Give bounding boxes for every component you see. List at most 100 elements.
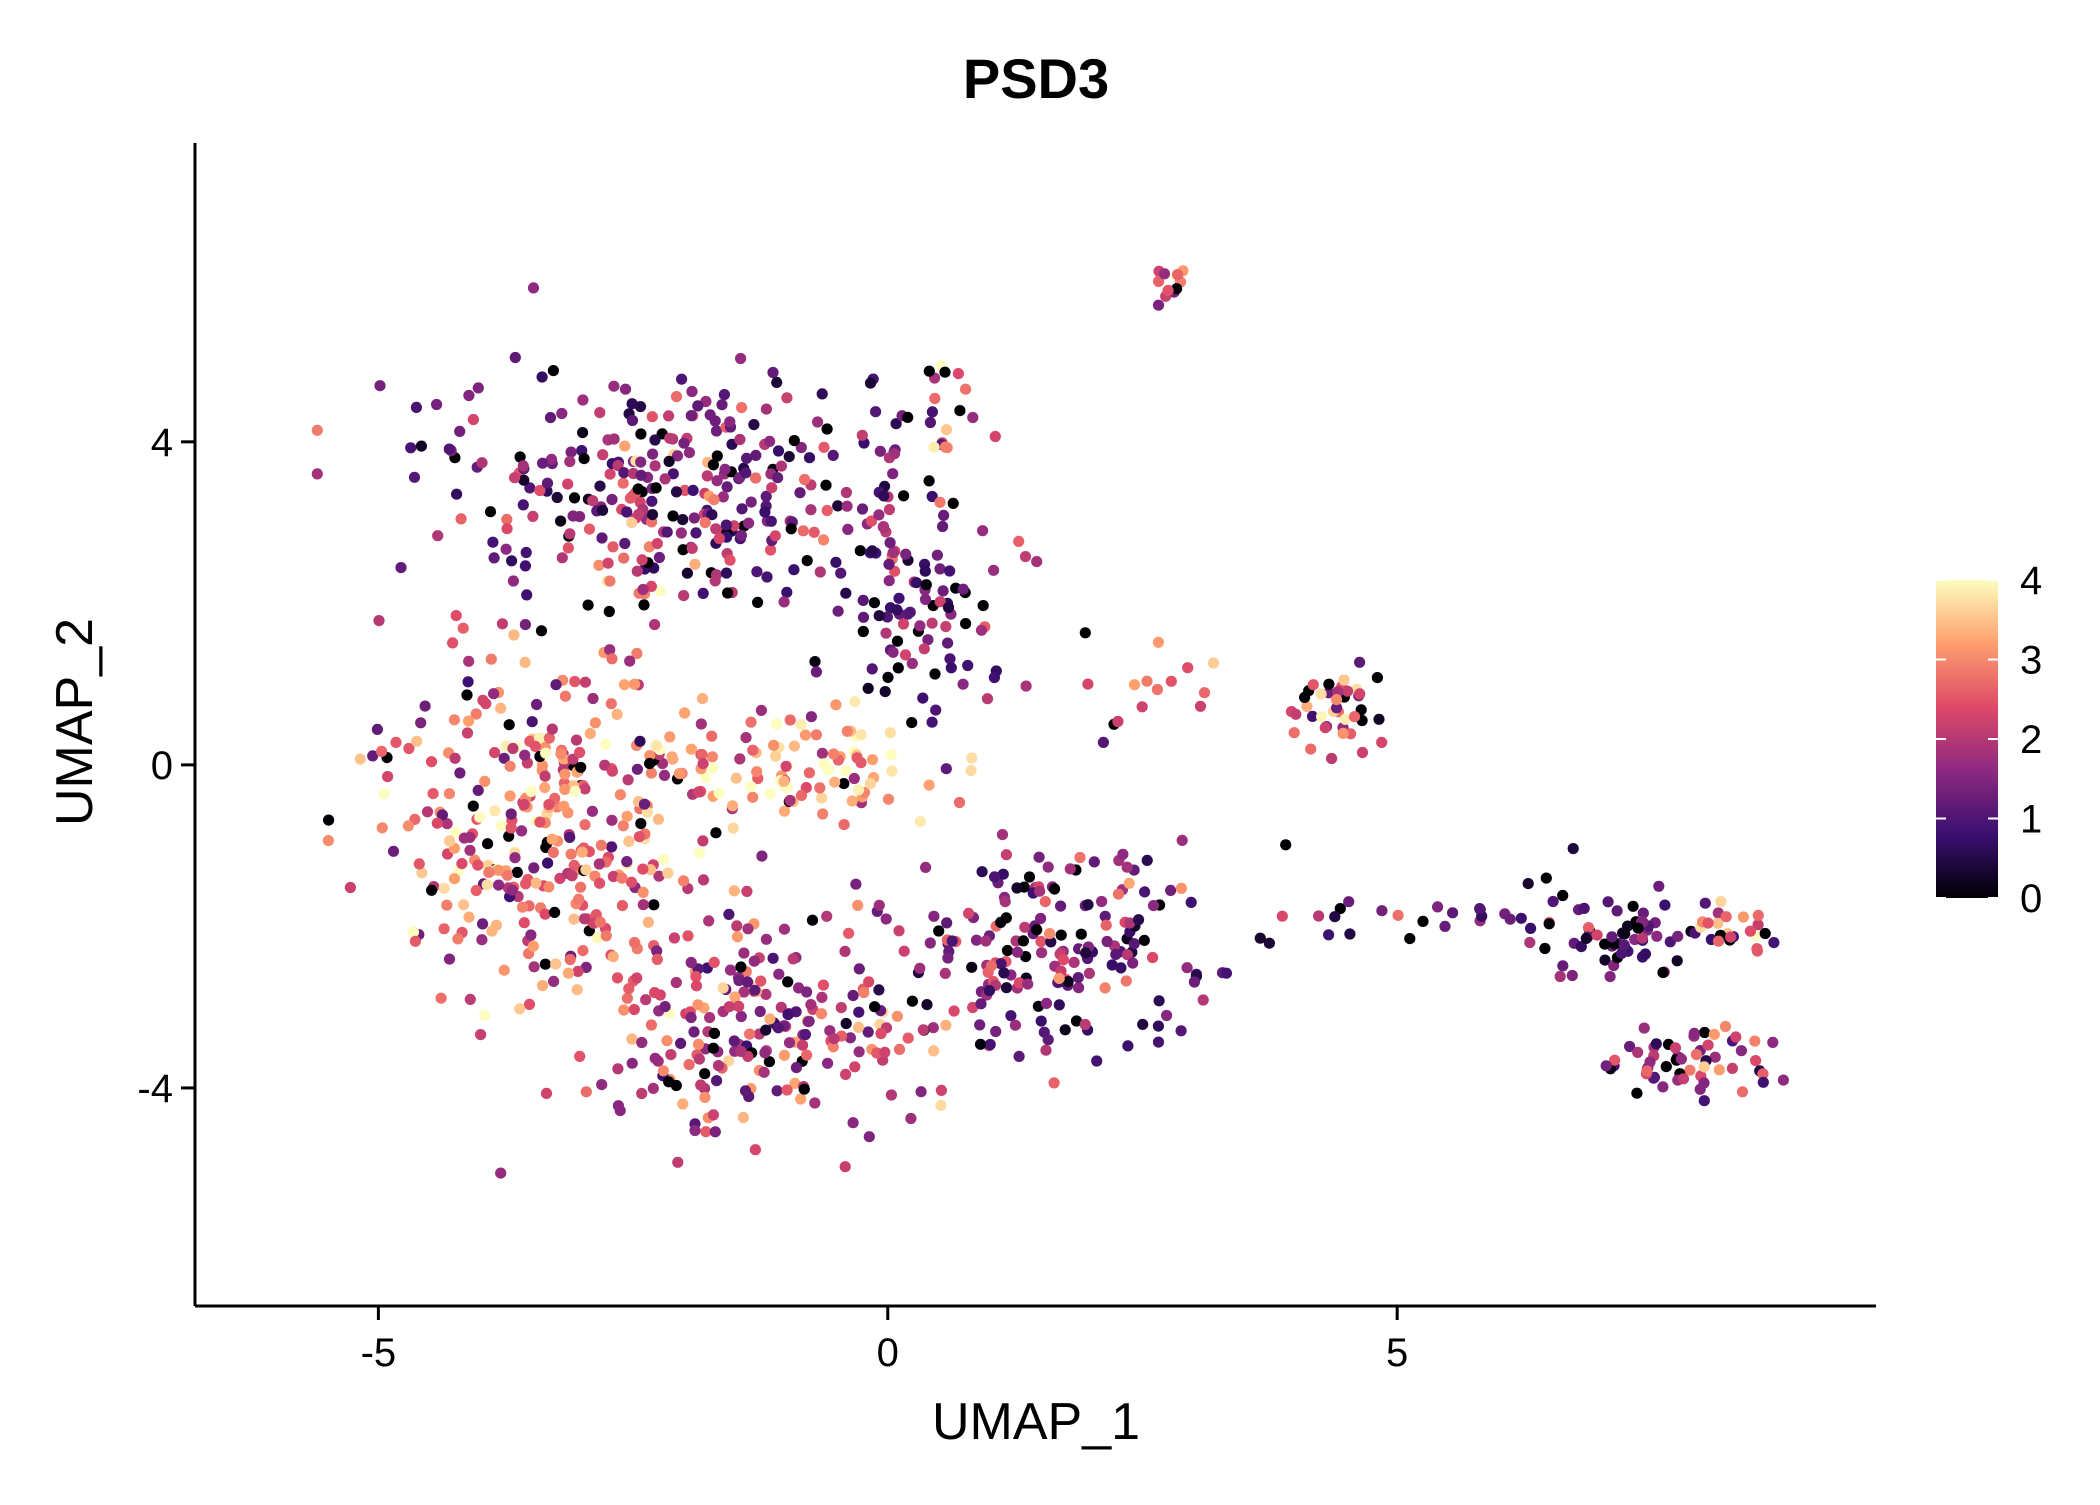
scatter-point (902, 411, 914, 423)
scatter-point (1013, 535, 1025, 548)
scatter-point (498, 752, 510, 764)
scatter-point (720, 519, 732, 531)
colorbar-tick-label: 4 (2020, 559, 2042, 603)
scatter-point (595, 839, 607, 851)
scatter-point (758, 1066, 770, 1078)
scatter-point (656, 757, 669, 770)
scatter-point (1669, 1042, 1682, 1054)
scatter-point (1730, 1031, 1742, 1043)
scatter-point (441, 899, 453, 911)
scatter-point (818, 441, 830, 453)
scatter-point (631, 565, 643, 577)
scatter-point (976, 866, 988, 878)
scatter-point (875, 1027, 887, 1040)
scatter-point (1677, 1073, 1690, 1085)
scatter-point (545, 453, 558, 465)
scatter-point (935, 1099, 947, 1111)
scatter-point (827, 449, 839, 461)
scatter-point (467, 413, 479, 426)
scatter-point (1757, 1068, 1769, 1080)
scatter-point (678, 437, 690, 449)
scatter-point (568, 859, 580, 872)
scatter-point (606, 841, 618, 853)
scatter-point (621, 856, 633, 868)
scatter-point (707, 762, 719, 774)
scatter-point (1547, 895, 1559, 908)
scatter-point (1153, 275, 1165, 287)
scatter-point (551, 491, 563, 504)
scatter-point (516, 825, 528, 837)
scatter-point (1136, 701, 1148, 713)
y-tick-label: -4 (137, 1067, 173, 1111)
scatter-point (1152, 299, 1165, 311)
scatter-point (496, 618, 508, 630)
scatter-point (540, 747, 552, 759)
scatter-point (828, 748, 840, 760)
scatter-point (1657, 966, 1669, 979)
scatter-point (853, 1006, 865, 1018)
scatter-point (810, 666, 823, 678)
scatter-point (1737, 911, 1749, 923)
scatter-point (527, 510, 539, 522)
scatter-point (1055, 929, 1067, 941)
scatter-point (537, 980, 549, 992)
scatter-point (1736, 1086, 1749, 1098)
scatter-point (1022, 978, 1034, 990)
scatter-point (507, 742, 519, 755)
scatter-point (614, 789, 627, 801)
scatter-point (1096, 895, 1108, 908)
scatter-point (577, 427, 589, 439)
scatter-point (606, 814, 618, 826)
scatter-point (1702, 1039, 1714, 1051)
scatter-point (542, 857, 554, 869)
scatter-point (470, 884, 482, 897)
scatter-point (1540, 872, 1552, 884)
scatter-point (868, 597, 881, 609)
scatter-point (1698, 1061, 1710, 1073)
scatter-point (373, 615, 385, 627)
scatter-point (461, 727, 474, 739)
scatter-point (692, 999, 704, 1011)
scatter-point (596, 1079, 608, 1091)
scatter-point (649, 460, 661, 472)
scatter-point (564, 953, 576, 966)
scatter-point (997, 868, 1009, 880)
scatter-point (489, 805, 501, 817)
scatter-point (788, 740, 801, 752)
scatter-point (720, 567, 733, 579)
scatter-point (1171, 283, 1183, 295)
scatter-point (898, 945, 910, 957)
scatter-point (344, 881, 356, 894)
scatter-point (1165, 675, 1177, 687)
scatter-point (704, 1012, 716, 1024)
scatter-point (501, 869, 513, 881)
scatter-point (616, 900, 629, 912)
scatter-point (670, 391, 683, 403)
scatter-point (448, 714, 460, 726)
scatter-point (772, 445, 785, 457)
scatter-point (926, 490, 938, 503)
scatter-point (1112, 888, 1125, 900)
scatter-point (464, 993, 476, 1006)
y-axis-ticks: -4 0 4 (137, 421, 195, 1111)
scatter-point (1091, 1055, 1103, 1067)
scatter-point (906, 657, 918, 670)
scatter-point (759, 506, 771, 518)
scatter-point (495, 820, 507, 832)
scatter-point (723, 1055, 735, 1067)
scatter-point (771, 1085, 783, 1097)
scatter-point (487, 536, 499, 548)
scatter-point (708, 494, 720, 506)
scatter-point (1036, 947, 1048, 959)
scatter-point (638, 599, 650, 611)
scatter-point (944, 653, 956, 665)
scatter-point (816, 792, 828, 804)
scatter-point (848, 772, 860, 785)
scatter-point (788, 435, 800, 447)
scatter-point (735, 352, 747, 365)
scatter-point (947, 497, 959, 509)
scatter-point (685, 1011, 697, 1024)
scatter-point (711, 475, 723, 487)
scatter-point (518, 474, 530, 486)
scatter-point (1019, 551, 1032, 563)
